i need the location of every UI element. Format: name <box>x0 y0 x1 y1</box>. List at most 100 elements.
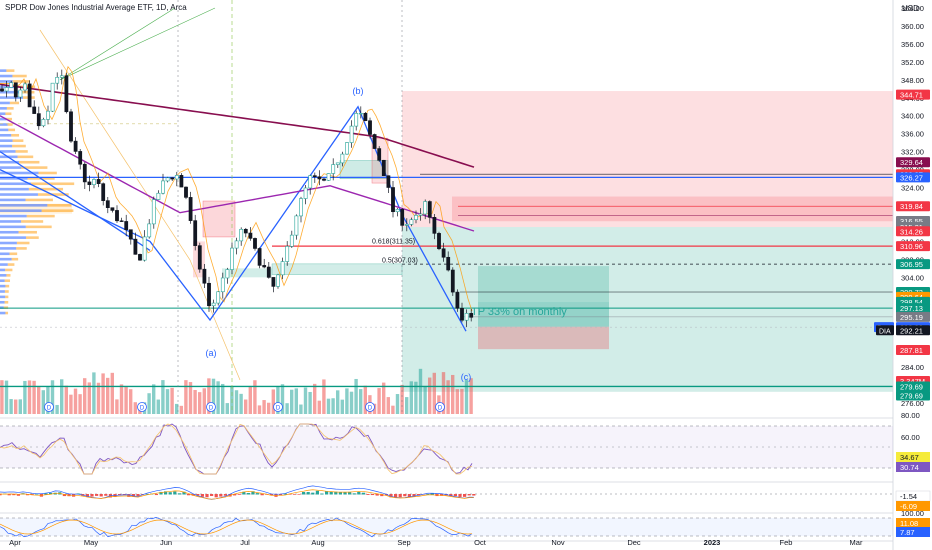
volume-bar <box>110 372 114 414</box>
macd-histogram-bar <box>90 494 94 497</box>
macd-histogram-bar <box>394 494 398 498</box>
candle <box>266 266 271 278</box>
candle <box>460 307 464 321</box>
vp-bar-down <box>9 101 20 105</box>
macd-histogram-bar <box>85 494 89 497</box>
candle <box>354 113 359 127</box>
volume-bar <box>106 377 110 414</box>
macd-histogram-bar <box>320 493 324 495</box>
macd-histogram-bar <box>177 493 181 495</box>
vp-bar-up <box>0 279 5 283</box>
macd-histogram-bar <box>251 491 255 495</box>
indicator-panes <box>0 0 894 550</box>
resistance-zone <box>452 196 893 222</box>
price-tag-bg <box>896 390 930 401</box>
vp-bar-down <box>18 230 37 234</box>
price-tick: 324.00 <box>901 184 924 193</box>
macd-histogram-bar <box>118 494 122 496</box>
candle <box>285 246 290 262</box>
price-tick: 340.00 <box>901 112 924 121</box>
price-tag-label: 287.81 <box>900 346 923 355</box>
volume-bar <box>41 390 45 414</box>
candle <box>418 213 423 216</box>
vp-bar-down <box>4 290 9 293</box>
volume-bar <box>46 386 50 414</box>
vp-bar-up <box>0 247 17 250</box>
macd-histogram-bar <box>343 492 347 495</box>
volume-bar <box>405 397 409 414</box>
macd-histogram-bar <box>219 494 223 497</box>
rsi-tick: 80.00 <box>901 411 920 420</box>
macd-histogram-bar <box>384 494 388 496</box>
macd-histogram-bar <box>260 494 264 496</box>
vp-bar-up <box>0 300 5 304</box>
vp-bar-up <box>0 101 10 105</box>
rsi-ma <box>0 423 473 475</box>
macd-histogram-bar <box>136 494 140 497</box>
dividend-marker <box>435 402 445 412</box>
vp-bar-up <box>0 290 5 293</box>
candle <box>110 207 115 211</box>
price-tag-label: 295.19 <box>900 313 923 322</box>
candle <box>299 198 303 217</box>
volume-bar <box>267 402 271 414</box>
macd-histogram-bar <box>366 494 370 495</box>
candle <box>340 153 345 164</box>
macd-histogram-bar <box>214 494 218 498</box>
dividend-label: D <box>276 406 281 412</box>
volume-bar <box>165 389 170 414</box>
vp-bar-down <box>19 160 40 164</box>
fan-line-2 <box>59 7 176 81</box>
volume-bar <box>202 388 206 414</box>
candle <box>13 82 18 98</box>
volume-bar <box>69 394 73 414</box>
date-tick: Nov <box>551 538 565 547</box>
volume-bar <box>294 388 298 414</box>
volume-bar <box>225 403 229 414</box>
candle <box>368 120 372 135</box>
vp-bar-down <box>7 123 13 126</box>
volume-bar <box>257 405 262 414</box>
volume-bar <box>336 390 340 414</box>
rsi-tag-bg <box>896 462 930 472</box>
candle <box>363 112 368 122</box>
price-tag-bg <box>896 226 930 237</box>
volume-bar <box>73 388 78 414</box>
macd-histogram-bar <box>389 494 393 498</box>
date-tick: Jun <box>160 538 172 547</box>
volume-bar <box>418 368 423 414</box>
channel-line <box>0 151 151 251</box>
candle <box>18 89 23 98</box>
macd-histogram-bar <box>467 494 471 496</box>
price-tag-bg <box>896 381 930 392</box>
macd-histogram-bar <box>191 494 195 496</box>
candle <box>170 177 175 180</box>
fib-label-50: 0.5(307.03) <box>382 258 418 265</box>
candle <box>55 77 60 84</box>
macd-histogram-bar <box>242 491 246 495</box>
dividend-marker <box>206 402 216 412</box>
candle <box>239 228 244 242</box>
volume-bar <box>354 378 358 414</box>
macd-histogram-bar <box>12 494 16 496</box>
candle <box>331 164 336 174</box>
macd-histogram-bar <box>398 494 402 498</box>
volume-bar <box>340 399 344 414</box>
volume-bar <box>400 384 404 414</box>
macd-histogram-bar <box>403 494 407 497</box>
volume-bar <box>55 404 59 414</box>
vp-bar-up <box>0 198 26 202</box>
macd-histogram-bar <box>458 494 462 497</box>
candle <box>220 277 225 293</box>
vp-bar-down <box>26 236 39 239</box>
price-tag-label: 279.69 <box>900 382 923 391</box>
candle <box>400 209 405 226</box>
volume-bar <box>184 380 188 414</box>
volume-bar <box>193 389 197 414</box>
vp-bar-up <box>0 187 29 191</box>
volume-bar <box>285 403 289 414</box>
candle <box>197 245 202 270</box>
candle <box>234 240 239 249</box>
candle <box>179 175 184 188</box>
